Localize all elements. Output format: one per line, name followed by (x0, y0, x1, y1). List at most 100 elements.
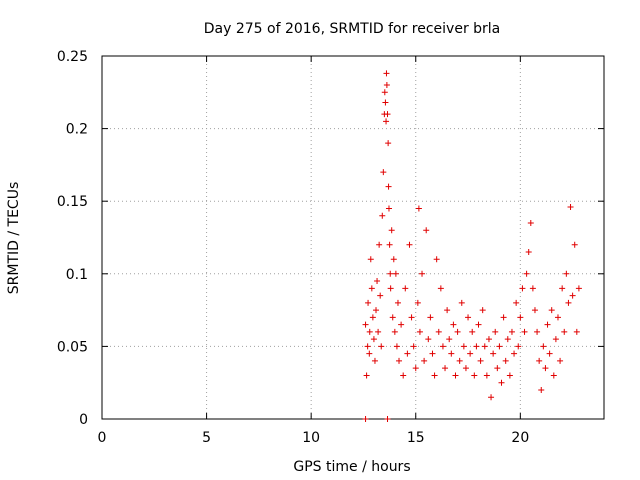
data-point (517, 314, 524, 321)
data-point (477, 357, 484, 364)
data-points (362, 70, 582, 422)
y-axis-label: SRMTID / TECUs (6, 182, 22, 295)
data-point (433, 256, 440, 263)
x-tick-label: 5 (202, 430, 211, 446)
data-point (387, 270, 394, 277)
data-point (383, 82, 390, 89)
data-point (414, 299, 421, 306)
data-point (406, 241, 413, 248)
y-tick-label: 0 (79, 412, 88, 428)
data-point (540, 343, 547, 350)
data-point (500, 314, 507, 321)
x-axis-label: GPS time / hours (293, 459, 410, 475)
data-point (389, 314, 396, 321)
data-point (569, 292, 576, 299)
data-point (467, 350, 474, 357)
data-point (435, 328, 442, 335)
data-point (465, 314, 472, 321)
data-point (546, 350, 553, 357)
data-point (475, 321, 482, 328)
plot-frame (101, 55, 605, 420)
data-point (431, 372, 438, 379)
data-point (498, 379, 505, 386)
data-point (452, 372, 459, 379)
data-point (456, 357, 463, 364)
data-point (385, 205, 392, 212)
data-point (473, 343, 480, 350)
data-point (548, 307, 555, 314)
data-point (523, 270, 530, 277)
data-point (373, 307, 380, 314)
data-point (382, 99, 389, 106)
data-point (557, 357, 564, 364)
data-point (385, 140, 392, 147)
data-point (385, 183, 392, 190)
y-tick-label: 0.05 (57, 339, 88, 355)
data-point (416, 328, 423, 335)
data-point (488, 394, 495, 401)
data-point (390, 256, 397, 263)
data-point (446, 336, 453, 343)
x-tick-label: 20 (511, 430, 529, 446)
data-point (369, 314, 376, 321)
data-point (481, 343, 488, 350)
data-point (439, 343, 446, 350)
data-point (375, 328, 382, 335)
data-point (391, 328, 398, 335)
data-point (366, 350, 373, 357)
data-point (490, 350, 497, 357)
data-point (384, 111, 391, 118)
data-point (575, 285, 582, 292)
data-point (469, 328, 476, 335)
data-point (408, 314, 415, 321)
data-point (571, 241, 578, 248)
x-tick-label: 15 (407, 430, 425, 446)
data-point (450, 321, 457, 328)
data-point (519, 285, 526, 292)
data-point (384, 416, 391, 422)
data-point (362, 321, 369, 328)
data-point (554, 314, 561, 321)
data-point (525, 249, 532, 256)
data-point (371, 357, 378, 364)
data-point (494, 365, 501, 372)
data-point (381, 89, 388, 96)
data-point (573, 328, 580, 335)
x-tick-label: 10 (302, 430, 320, 446)
data-point (508, 328, 515, 335)
data-point (374, 278, 381, 285)
data-point (460, 343, 467, 350)
axis-ticks: 0 5 10 15 20 0 0.05 0.1 0.15 0.2 0.25 (57, 49, 604, 446)
data-point (393, 343, 400, 350)
data-point (496, 343, 503, 350)
data-point (419, 270, 426, 277)
data-point (561, 328, 568, 335)
data-point (567, 204, 574, 211)
data-point (529, 285, 536, 292)
data-point (415, 205, 422, 212)
data-point (421, 357, 428, 364)
data-point (386, 241, 393, 248)
data-point (379, 212, 386, 219)
data-point (402, 285, 409, 292)
data-point (362, 416, 369, 422)
data-point (377, 292, 384, 299)
data-point (400, 372, 407, 379)
data-point (392, 270, 399, 277)
data-point (544, 321, 551, 328)
data-point (437, 285, 444, 292)
data-point (387, 285, 394, 292)
data-point (427, 314, 434, 321)
data-point (513, 299, 520, 306)
data-point (444, 307, 451, 314)
data-point (479, 307, 486, 314)
data-point (378, 343, 385, 350)
y-tick-label: 0.25 (57, 49, 88, 65)
data-point (365, 299, 372, 306)
data-point (442, 365, 449, 372)
chart-title: Day 275 of 2016, SRMTID for receiver brl… (204, 21, 501, 37)
data-point (363, 372, 370, 379)
x-tick-label: 0 (98, 430, 107, 446)
data-point (383, 118, 390, 125)
